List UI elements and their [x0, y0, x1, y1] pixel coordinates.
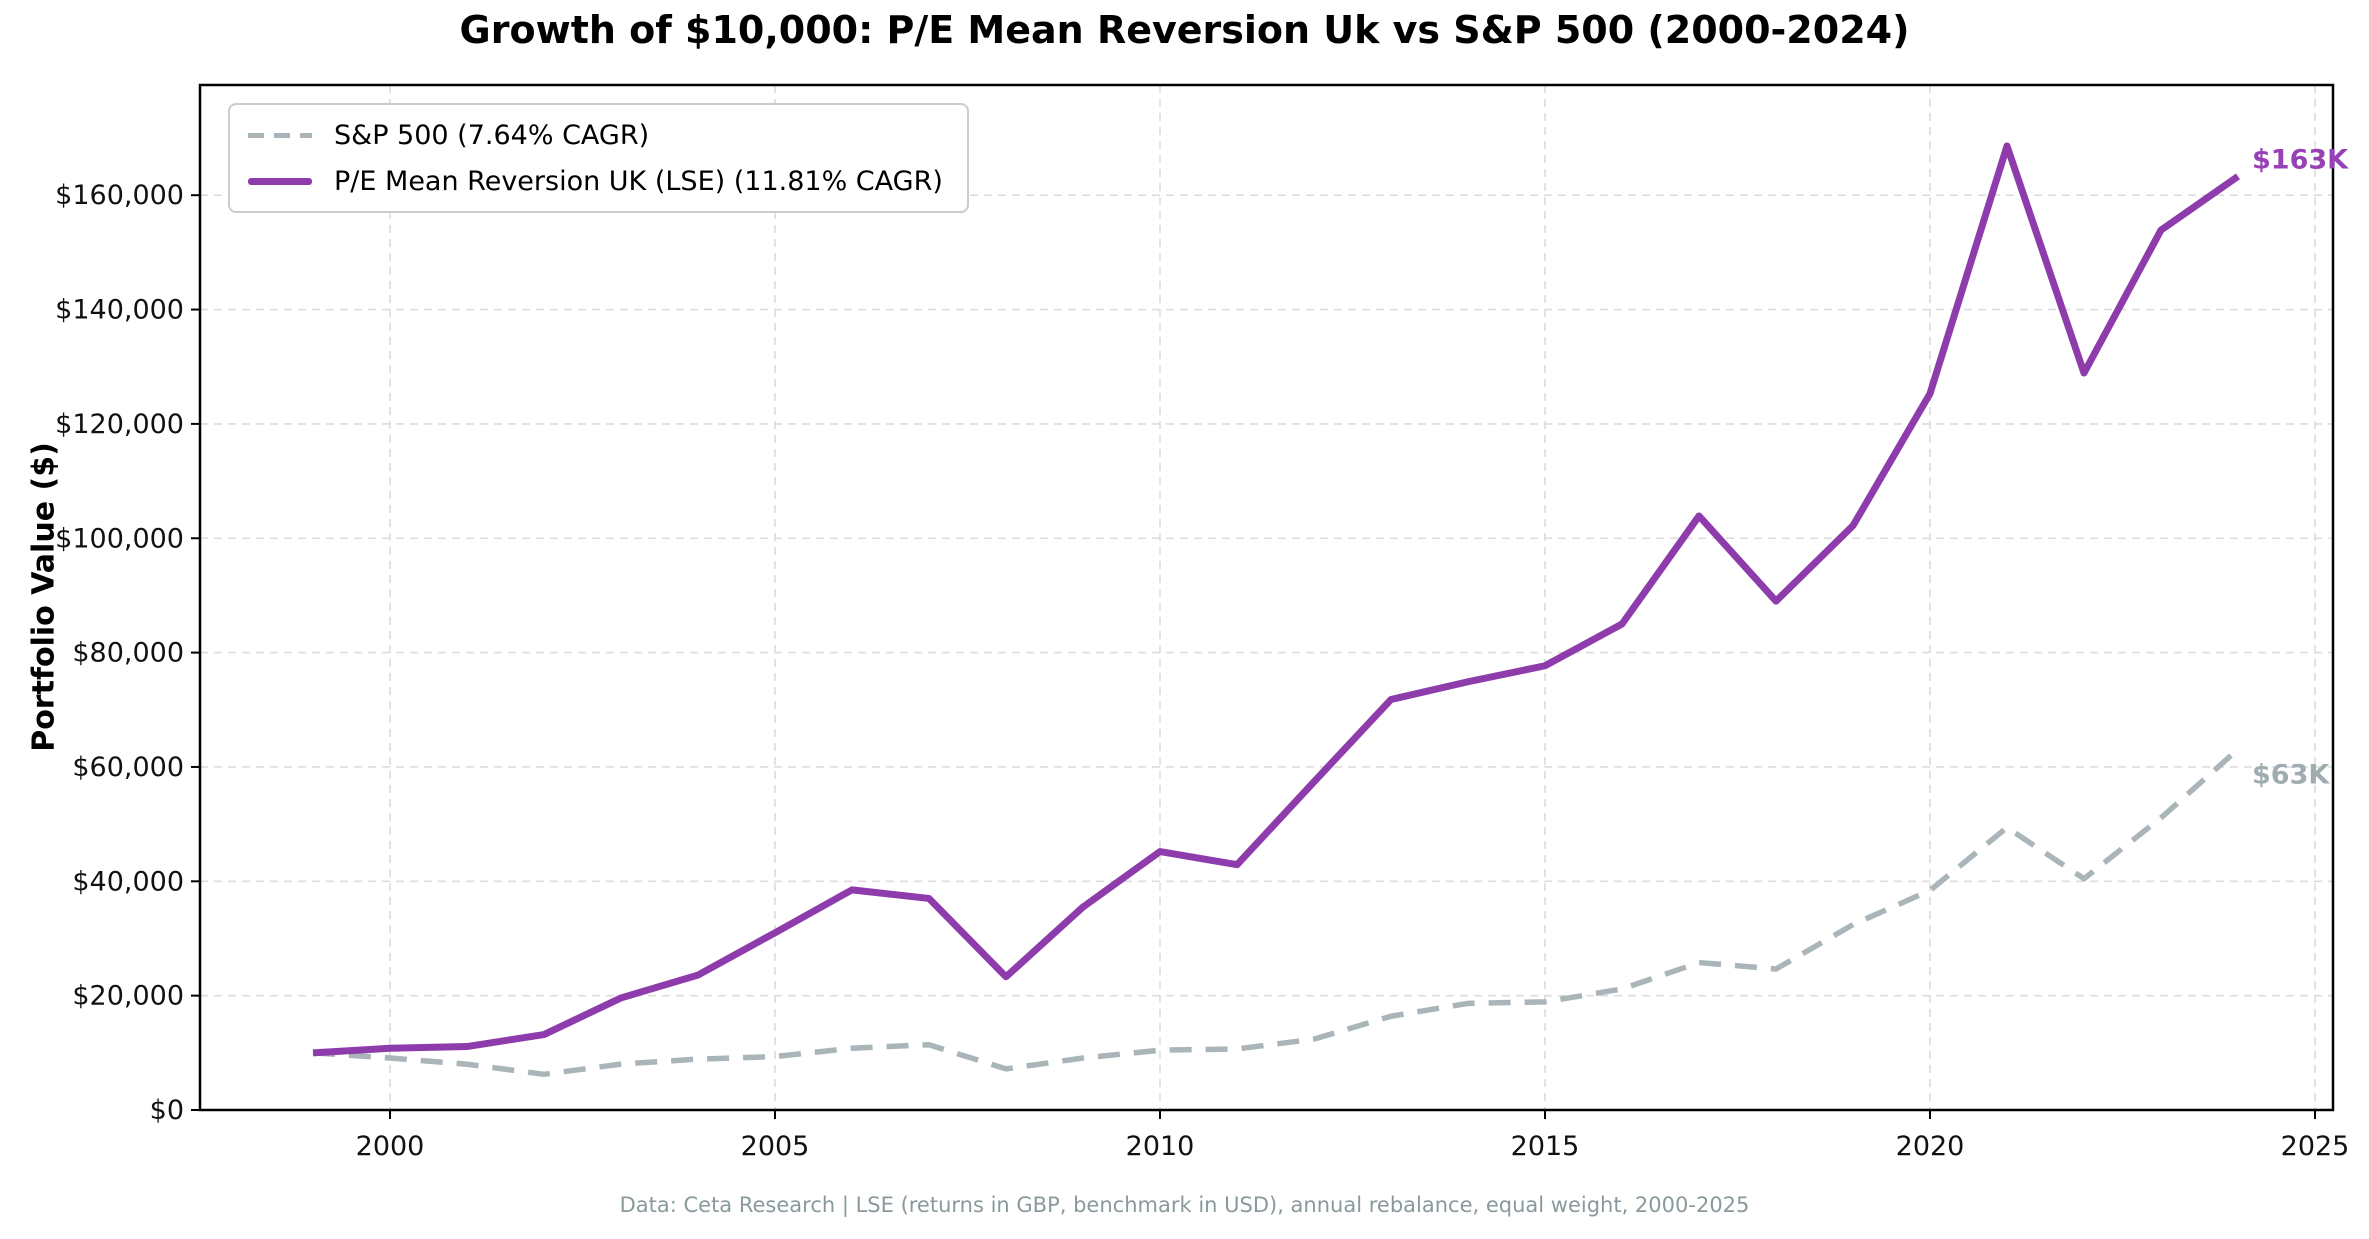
y-tick-label: $160,000: [55, 180, 184, 211]
sp500-final-value-label: $63K: [2252, 759, 2330, 791]
chart-title: Growth of $10,000: P/E Mean Reversion Uk…: [459, 8, 1910, 52]
y-tick-label: $80,000: [72, 638, 184, 669]
y-tick-label: $140,000: [55, 295, 184, 326]
y-tick-label: $100,000: [55, 523, 184, 554]
axes-border: [198, 83, 2335, 1112]
x-tick-label: 2025: [2281, 1131, 2350, 1162]
x-tick-label: 2015: [1511, 1131, 1580, 1162]
x-tick-label: 2005: [741, 1131, 810, 1162]
legend-item-sp500: S&P 500 (7.64% CAGR): [248, 117, 943, 153]
source-caption: Data: Ceta Research | LSE (returns in GB…: [619, 1193, 1750, 1217]
x-tick-label: 2010: [1126, 1131, 1195, 1162]
y-tick-label: $60,000: [72, 752, 184, 783]
x-tick-label: 2020: [1896, 1131, 1965, 1162]
sp500-dashed-line-swatch: [248, 132, 312, 138]
strategy-solid-line-swatch: [248, 177, 312, 185]
legend-item-strategy: P/E Mean Reversion UK (LSE) (11.81% CAGR…: [248, 163, 943, 199]
y-tick-label: $0: [150, 1095, 184, 1126]
y-tick-label: $40,000: [72, 866, 184, 897]
sp500-series-line: [312, 747, 2240, 1078]
strategy-final-value-label: $163K: [2252, 144, 2349, 176]
legend-label-sp500: S&P 500 (7.64% CAGR): [334, 119, 650, 151]
y-tick-label: $20,000: [72, 981, 184, 1012]
x-tick-label: 2000: [356, 1131, 425, 1162]
legend: S&P 500 (7.64% CAGR) P/E Mean Reversion …: [228, 103, 969, 213]
strategy-series-line: [312, 142, 2241, 1057]
legend-label-strategy: P/E Mean Reversion UK (LSE) (11.81% CAGR…: [334, 165, 943, 197]
y-tick-label: $120,000: [55, 409, 184, 440]
